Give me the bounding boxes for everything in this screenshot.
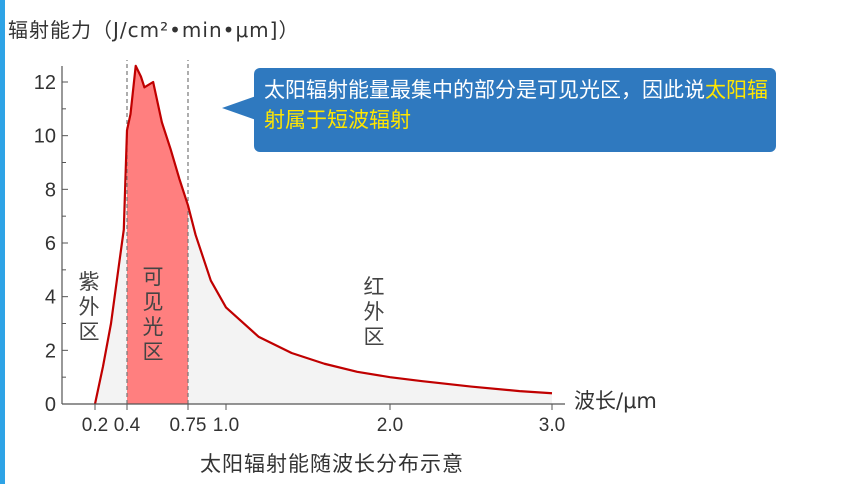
x-tick-label-1: 0.4 <box>114 415 141 436</box>
y-tick-label-1: 2 <box>45 340 56 362</box>
callout-pointer <box>222 96 256 120</box>
region-label-uv: 紫外区 <box>78 270 100 344</box>
region-label-visible: 可见光区 <box>142 265 164 364</box>
x-tick-label-3: 1.0 <box>213 415 239 436</box>
ir-area <box>188 205 552 404</box>
callout-highlight: 太阳辐射属于短波辐射 <box>264 78 768 132</box>
y-tick-label-6: 12 <box>34 72 56 94</box>
radiation-curve <box>93 64 553 405</box>
x-tick-label-2: 0.75 <box>170 415 207 436</box>
y-tick-label-4: 8 <box>45 179 56 201</box>
y-tick-label-0: 0 <box>45 394 56 416</box>
visible-area <box>127 65 188 405</box>
callout-text: 太阳辐射能量最集中的部分是可见光区，因此说 <box>264 78 705 102</box>
x-tick-label-4: 2.0 <box>377 415 403 436</box>
callout-box: 太阳辐射能量最集中的部分是可见光区，因此说太阳辐射属于短波辐射 <box>254 68 776 152</box>
x-tick-label-0: 0.2 <box>82 415 108 436</box>
y-axis-label: 辐射能力（J/cm²•min•μm]） <box>8 18 300 42</box>
uv-area <box>95 130 127 405</box>
chart-caption: 太阳辐射能随波长分布示意 <box>200 452 464 476</box>
left-accent-bar <box>0 0 5 484</box>
region-label-ir: 红外区 <box>363 275 385 349</box>
y-tick-label-2: 4 <box>45 287 56 309</box>
y-tick-label-5: 10 <box>34 126 56 148</box>
x-axis-unit: 波长/μm <box>574 389 657 413</box>
y-tick-label-3: 6 <box>45 233 56 255</box>
x-tick-label-5: 3.0 <box>539 415 565 436</box>
